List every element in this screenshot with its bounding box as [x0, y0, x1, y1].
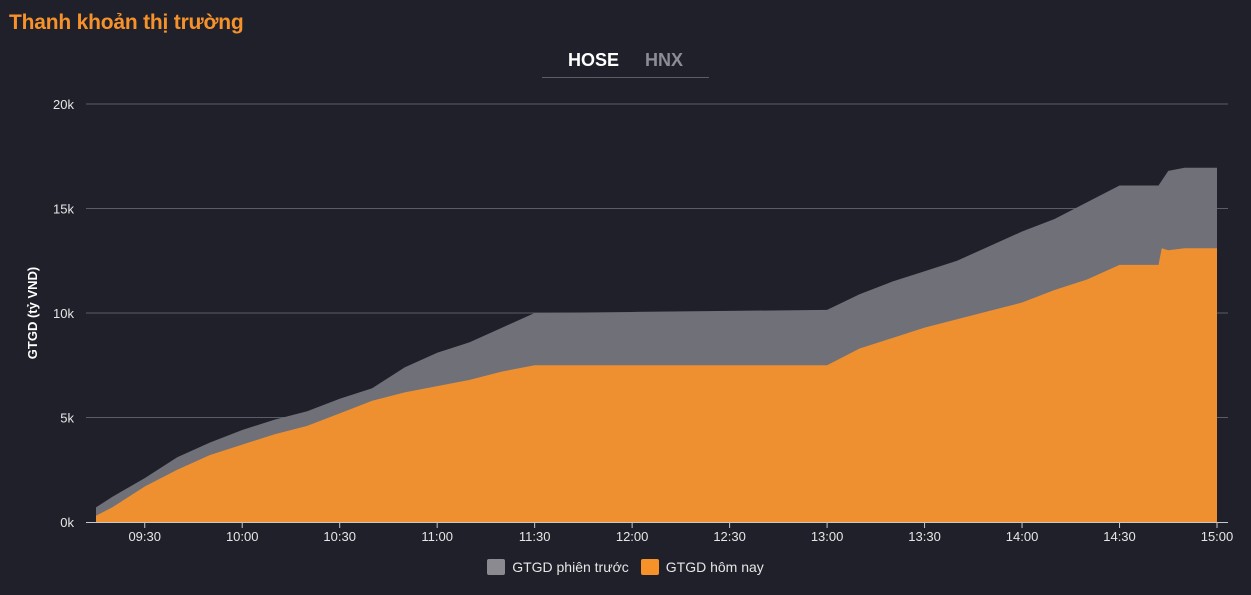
- legend-item-previous[interactable]: GTGD phiên trước: [487, 559, 629, 575]
- y-tick-label: 20k: [53, 97, 74, 112]
- y-tick-label: 0k: [60, 515, 74, 530]
- page-title: Thanh khoản thị trường: [9, 11, 244, 34]
- x-tick-label: 11:00: [421, 529, 453, 544]
- legend-item-today[interactable]: GTGD hôm nay: [640, 559, 764, 575]
- x-tick-label: 14:00: [1006, 529, 1039, 544]
- x-tick-label: 09:30: [128, 529, 161, 544]
- tab-hose[interactable]: HOSE: [567, 50, 619, 70]
- y-tick-label: 5k: [60, 411, 74, 426]
- x-tick-label: 12:30: [713, 529, 746, 544]
- exchange-tabs: HOSE HNX: [542, 46, 709, 78]
- legend-label-today: GTGD hôm nay: [665, 559, 764, 575]
- x-tick-label: 10:30: [323, 529, 356, 544]
- tab-hnx[interactable]: HNX: [645, 50, 684, 70]
- legend-label-previous: GTGD phiên trước: [512, 559, 629, 575]
- x-tick-label: 12:00: [616, 529, 649, 544]
- x-tick-label: 15:00: [1201, 529, 1234, 544]
- y-tick-label: 10k: [53, 306, 74, 321]
- x-tick-label: 11:30: [519, 529, 551, 544]
- x-tick-label: 14:30: [1103, 529, 1136, 544]
- legend-swatch-today: [640, 559, 659, 575]
- x-tick-label: 13:30: [908, 529, 941, 544]
- legend-swatch-previous: [487, 559, 506, 575]
- y-axis-label: GTGD (tỷ VND): [25, 267, 40, 359]
- x-tick-label: 13:00: [811, 529, 844, 544]
- y-tick-label: 15k: [53, 202, 74, 217]
- chart-legend: GTGD phiên trước GTGD hôm nay: [0, 559, 1251, 575]
- x-tick-label: 10:00: [226, 529, 259, 544]
- area-today: [96, 248, 1217, 522]
